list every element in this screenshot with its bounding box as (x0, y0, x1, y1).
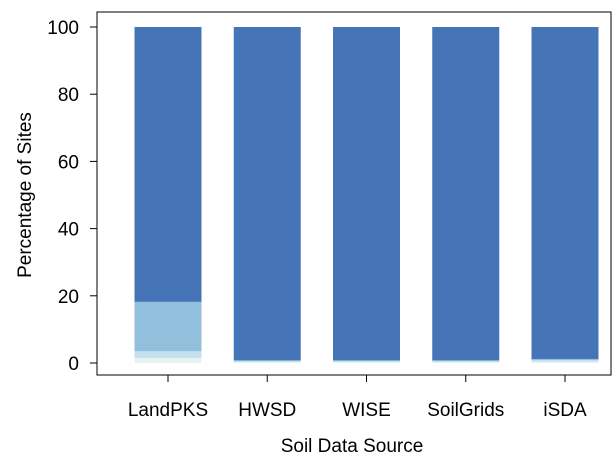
y-tick-label-20: 20 (58, 287, 79, 308)
bar-segment-wise-2 (333, 360, 400, 361)
bar-segment-hwsd-3 (233, 27, 301, 361)
y-tick-label-40: 40 (58, 220, 79, 241)
bar-segment-wise-1 (333, 360, 400, 362)
x-tick-label-hwsd: HWSD (238, 400, 296, 421)
y-tick-label-60: 60 (58, 152, 79, 173)
bar-segment-hwsd-0 (233, 361, 301, 363)
x-axis: LandPKS HWSD WISE SoilGrids iSDA (128, 374, 587, 421)
bar-segment-landpks-1 (134, 351, 202, 358)
y-tick-label-80: 80 (58, 85, 79, 106)
y-tick-label-0: 0 (68, 354, 79, 375)
bar-segment-soilgrids-3 (432, 27, 500, 361)
bar-segment-isda-0 (531, 361, 599, 363)
bar-segment-landpks-0 (134, 357, 202, 363)
bar-segment-wise-3 (333, 27, 400, 361)
bar-segment-soilgrids-0 (432, 361, 500, 363)
bar-segment-landpks-2 (134, 301, 202, 352)
y-axis: 0 20 40 60 80 100 (47, 18, 98, 375)
bar-segment-isda-1 (531, 359, 599, 362)
y-tick-label-100: 100 (47, 18, 79, 39)
bar-segment-wise-0 (333, 361, 400, 363)
x-tick-label-landpks: LandPKS (128, 400, 208, 421)
x-axis-title: Soil Data Source (281, 436, 424, 457)
bar-segment-isda-2 (531, 358, 599, 360)
y-axis-title: Percentage of Sites (15, 112, 36, 278)
bar-segment-soilgrids-2 (432, 360, 500, 361)
x-tick-label-isda: iSDA (543, 400, 587, 421)
bar-segment-soilgrids-1 (432, 360, 500, 362)
bar-segment-hwsd-2 (233, 360, 301, 361)
x-tick-label-wise: WISE (342, 400, 391, 421)
x-tick-label-soilgrids: SoilGrids (427, 400, 504, 421)
bar-segment-isda-3 (531, 27, 599, 359)
bar-segment-landpks-3 (134, 27, 202, 302)
bars-group (134, 27, 599, 363)
bar-segment-hwsd-1 (233, 360, 301, 362)
